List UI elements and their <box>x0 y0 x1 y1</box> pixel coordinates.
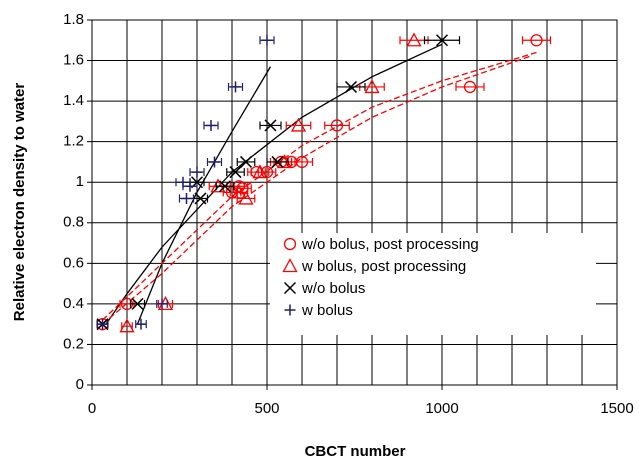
marker <box>119 318 135 333</box>
error-bar <box>521 36 552 45</box>
legend-label: w/o bolus, post processing <box>301 236 479 253</box>
error-bar <box>399 36 429 45</box>
marker <box>330 119 344 132</box>
y-tick-label: 0.2 <box>63 335 84 352</box>
marker <box>181 192 192 204</box>
marker <box>97 318 108 330</box>
y-tick-label: 0.6 <box>63 254 84 271</box>
legend-box <box>270 233 596 335</box>
marker <box>209 156 220 168</box>
marker <box>218 180 232 193</box>
marker <box>284 304 296 316</box>
marker <box>184 180 196 192</box>
legend-label: w bolus <box>301 302 353 319</box>
marker <box>435 34 449 47</box>
marker <box>252 164 268 179</box>
error-bar <box>324 121 350 130</box>
marker <box>290 117 307 132</box>
marker <box>239 155 253 168</box>
marker <box>264 119 277 132</box>
marker <box>230 81 241 93</box>
marker <box>261 34 273 46</box>
marker <box>205 119 217 131</box>
marker <box>135 318 147 330</box>
legend: w/o bolus, post processing w bolus, post … <box>270 233 596 335</box>
y-tick-label: 1.2 <box>63 133 84 150</box>
trendline <box>102 55 530 325</box>
marker <box>364 79 380 94</box>
x-tick-label: 0 <box>88 400 96 417</box>
marker <box>463 80 477 94</box>
y-tick-label: 1.8 <box>63 11 84 28</box>
marker <box>131 297 144 310</box>
y-tick-label: 0.8 <box>63 214 84 231</box>
y-axis-label: Relative electron density to water <box>11 83 28 322</box>
marker <box>191 166 203 178</box>
marker <box>283 281 297 295</box>
error-bar <box>285 121 312 130</box>
x-tick-label: 1000 <box>425 400 458 417</box>
error-bar <box>229 188 249 197</box>
legend-label: w/o bolus <box>301 280 365 297</box>
trendline <box>136 66 272 325</box>
y-tick-label: 0.4 <box>63 295 84 312</box>
y-tick-label: 1 <box>76 173 84 190</box>
marker <box>271 155 284 168</box>
marker <box>231 184 247 199</box>
x-tick-label: 1500 <box>600 400 633 417</box>
x-tick-label: 500 <box>254 400 279 417</box>
y-tick-label: 1.6 <box>63 52 84 69</box>
legend-label: w bolus, post processing <box>301 258 466 275</box>
marker <box>282 258 298 273</box>
marker <box>194 192 207 205</box>
error-bar <box>250 168 270 177</box>
marker <box>406 32 422 47</box>
marker <box>530 34 543 47</box>
marker <box>283 237 297 251</box>
x-axis-label: CBCT number <box>305 443 406 460</box>
error-bar <box>455 82 485 91</box>
y-tick-label: 1.4 <box>63 92 84 109</box>
marker <box>344 80 358 93</box>
y-tick-label: 0 <box>76 376 84 393</box>
marker <box>156 298 168 310</box>
plot-border <box>91 19 618 386</box>
trendline <box>102 51 537 321</box>
marker <box>229 166 242 179</box>
